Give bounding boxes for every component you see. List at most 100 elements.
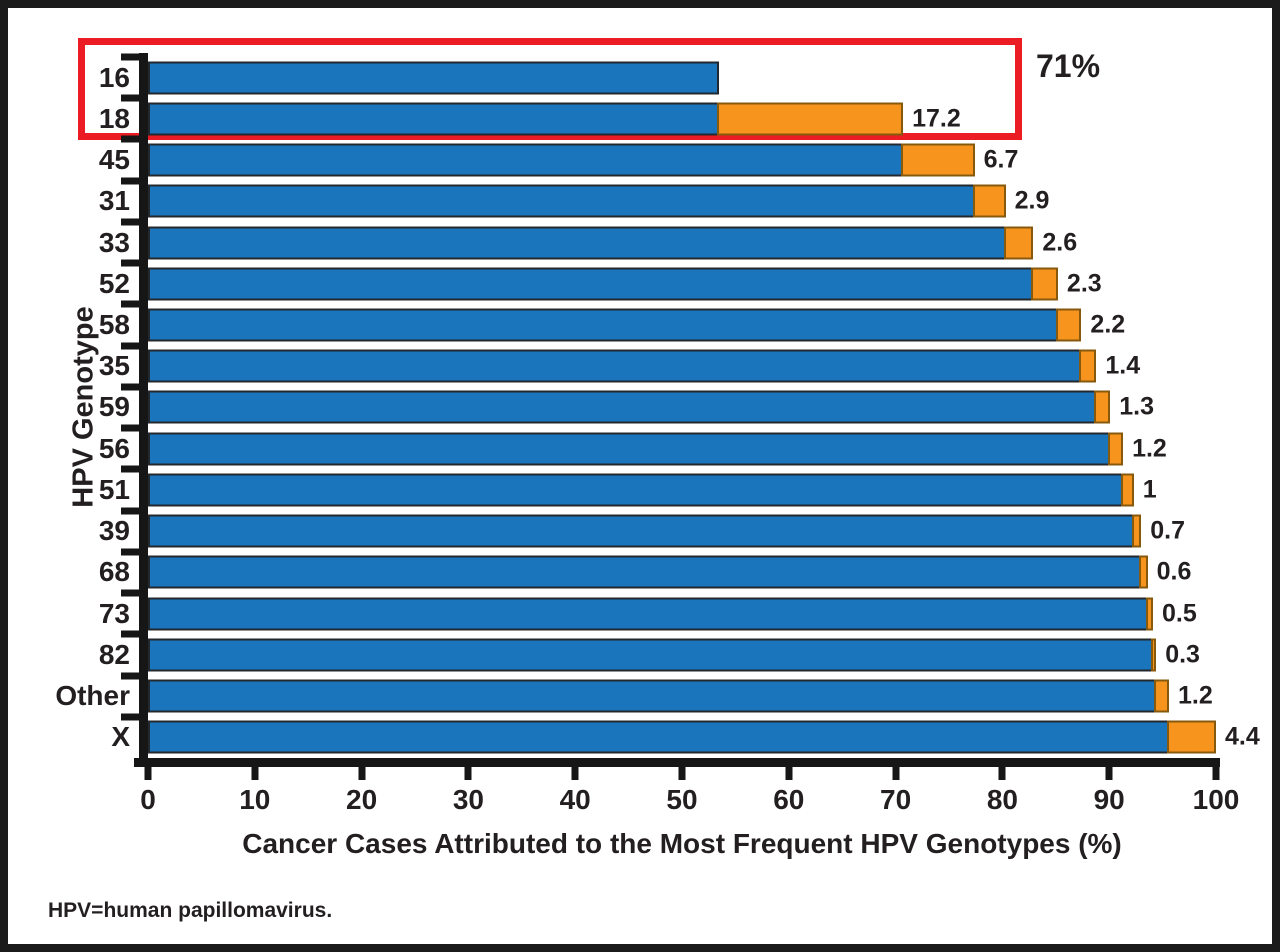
bar-value-label-31: 2.9 bbox=[1014, 186, 1050, 215]
bar-value-label-45: 6.7 bbox=[983, 145, 1019, 174]
x-axis-tick-label-60: 60 bbox=[773, 784, 805, 815]
bar-orange-segment-Other bbox=[1154, 679, 1169, 713]
x-axis-tick-80 bbox=[998, 767, 1006, 780]
bar-row-52: 2.3 bbox=[148, 263, 1216, 304]
bar-blue-segment-82 bbox=[148, 638, 1153, 672]
bar-value-label-35: 1.4 bbox=[1105, 351, 1141, 380]
y-category-label-33: 33 bbox=[98, 226, 130, 258]
bar-value-label-Other: 1.2 bbox=[1178, 681, 1213, 710]
bar-blue-segment-58 bbox=[148, 308, 1058, 342]
bar-orange-segment-31 bbox=[972, 184, 1006, 218]
y-category-label-18: 18 bbox=[98, 102, 130, 134]
plot-area: 17.2 6.7 2.9 2.6 2.3 2.2 1.4 1.3 1.2 1 0.7 0.6 0.5 0.… bbox=[148, 57, 1260, 758]
bar-value-label-56: 1.2 bbox=[1132, 434, 1167, 463]
bar-row-33: 2.6 bbox=[148, 222, 1216, 263]
y-axis-tick bbox=[121, 424, 139, 432]
bar-value-label-39: 0.7 bbox=[1150, 516, 1185, 545]
bar-orange-segment-45 bbox=[901, 143, 975, 177]
y-category-label-52: 52 bbox=[98, 267, 130, 299]
bar-blue-segment-52 bbox=[148, 267, 1034, 301]
x-axis-tick-0 bbox=[144, 767, 152, 780]
bar-row-58: 2.2 bbox=[148, 304, 1216, 345]
x-axis-tick-70 bbox=[892, 767, 900, 780]
y-category-label-56: 56 bbox=[98, 432, 130, 464]
y-axis-tick bbox=[121, 713, 139, 721]
y-category-label-31: 31 bbox=[98, 185, 130, 217]
y-axis-tick bbox=[121, 300, 139, 308]
bar-orange-segment-35 bbox=[1079, 349, 1097, 383]
footnote: HPV=human papillomavirus. bbox=[48, 899, 333, 922]
y-axis-tick bbox=[121, 53, 139, 61]
x-axis-title: Cancer Cases Attributed to the Most Freq… bbox=[242, 828, 1122, 859]
bar-blue-segment-45 bbox=[148, 143, 904, 177]
highlight-box-16-18 bbox=[78, 38, 1022, 140]
bar-orange-segment-58 bbox=[1055, 308, 1082, 342]
bar-orange-segment-68 bbox=[1139, 555, 1148, 589]
bar-row-82: 0.3 bbox=[148, 634, 1216, 675]
bar-row-16 bbox=[148, 57, 1216, 98]
bar-blue-segment-39 bbox=[148, 514, 1134, 548]
x-axis-tick-label-50: 50 bbox=[666, 784, 698, 815]
x-axis-tick-10 bbox=[251, 767, 259, 780]
y-category-label-45: 45 bbox=[98, 144, 130, 176]
bar-orange-segment-73 bbox=[1145, 597, 1153, 631]
y-axis-tick bbox=[121, 507, 139, 515]
highlight-annotation: 71% bbox=[1036, 48, 1101, 84]
x-axis-tick-label-90: 90 bbox=[1093, 784, 1125, 815]
bar-blue-segment-Other bbox=[148, 679, 1157, 713]
bar-row-31: 2.9 bbox=[148, 181, 1216, 222]
y-category-label-Other: Other bbox=[55, 680, 130, 712]
x-axis-tick-labels: 0 10 20 30 40 50 60 70 80 90 100 bbox=[140, 784, 1239, 816]
x-axis-tick-40 bbox=[571, 767, 579, 780]
x-axis-line bbox=[134, 758, 1220, 767]
bar-blue-segment-X bbox=[148, 720, 1169, 754]
bar-value-label-X: 4.4 bbox=[1225, 722, 1260, 751]
y-axis-line bbox=[139, 53, 148, 767]
bar-orange-segment-52 bbox=[1031, 267, 1058, 301]
y-axis-tick bbox=[121, 589, 139, 597]
bar-blue-segment-68 bbox=[148, 555, 1142, 589]
bar-row-35: 1.4 bbox=[148, 346, 1216, 387]
bar-orange-segment-82 bbox=[1150, 638, 1157, 672]
bar-orange-segment-X bbox=[1167, 720, 1216, 754]
y-axis-tick bbox=[121, 383, 139, 391]
y-category-label-X: X bbox=[111, 721, 130, 753]
bar-blue-segment-33 bbox=[148, 226, 1006, 260]
x-axis-tick-20 bbox=[358, 767, 366, 780]
bar-blue-segment-31 bbox=[148, 184, 975, 218]
y-axis-tick bbox=[121, 218, 139, 226]
y-axis-ticks bbox=[121, 53, 139, 758]
bar-row-18: 17.2 bbox=[148, 98, 1216, 139]
x-axis-ticks bbox=[144, 767, 1220, 780]
bar-orange-segment-33 bbox=[1003, 226, 1034, 260]
bar-value-label-18: 17.2 bbox=[912, 104, 961, 133]
x-axis-tick-30 bbox=[464, 767, 472, 780]
y-axis-tick bbox=[121, 135, 139, 143]
bar-orange-segment-39 bbox=[1131, 514, 1142, 548]
bar-value-label-82: 0.3 bbox=[1165, 640, 1200, 669]
bar-blue-segment-56 bbox=[148, 432, 1111, 466]
bar-row-73: 0.5 bbox=[148, 593, 1216, 634]
x-axis-tick-label-30: 30 bbox=[452, 784, 484, 815]
y-axis-tick bbox=[121, 94, 139, 102]
y-category-label-35: 35 bbox=[98, 350, 130, 382]
y-axis-tick bbox=[121, 548, 139, 556]
x-axis-tick-label-40: 40 bbox=[559, 784, 591, 815]
x-axis-tick-label-100: 100 bbox=[1192, 784, 1240, 815]
y-axis-category-labels: 16 18 45 31 33 52 58 35 59 56 51 39 68 73 82 Other X bbox=[0, 57, 130, 758]
bar-row-X: 4.4 bbox=[148, 717, 1260, 758]
x-axis-tick-90 bbox=[1105, 767, 1113, 780]
bar-value-label-58: 2.2 bbox=[1090, 310, 1126, 339]
x-axis-tick-label-20: 20 bbox=[346, 784, 378, 815]
y-category-label-82: 82 bbox=[98, 638, 130, 670]
bar-value-label-51: 1 bbox=[1142, 475, 1157, 504]
y-axis-tick bbox=[121, 672, 139, 680]
y-category-label-68: 68 bbox=[98, 556, 130, 588]
bar-row-Other: 1.2 bbox=[148, 676, 1216, 717]
x-axis-tick-label-80: 80 bbox=[986, 784, 1018, 815]
y-category-label-73: 73 bbox=[98, 597, 130, 629]
bar-blue-segment-59 bbox=[148, 390, 1097, 424]
bar-row-59: 1.3 bbox=[148, 387, 1216, 428]
x-axis-tick-label-0: 0 bbox=[140, 784, 156, 815]
